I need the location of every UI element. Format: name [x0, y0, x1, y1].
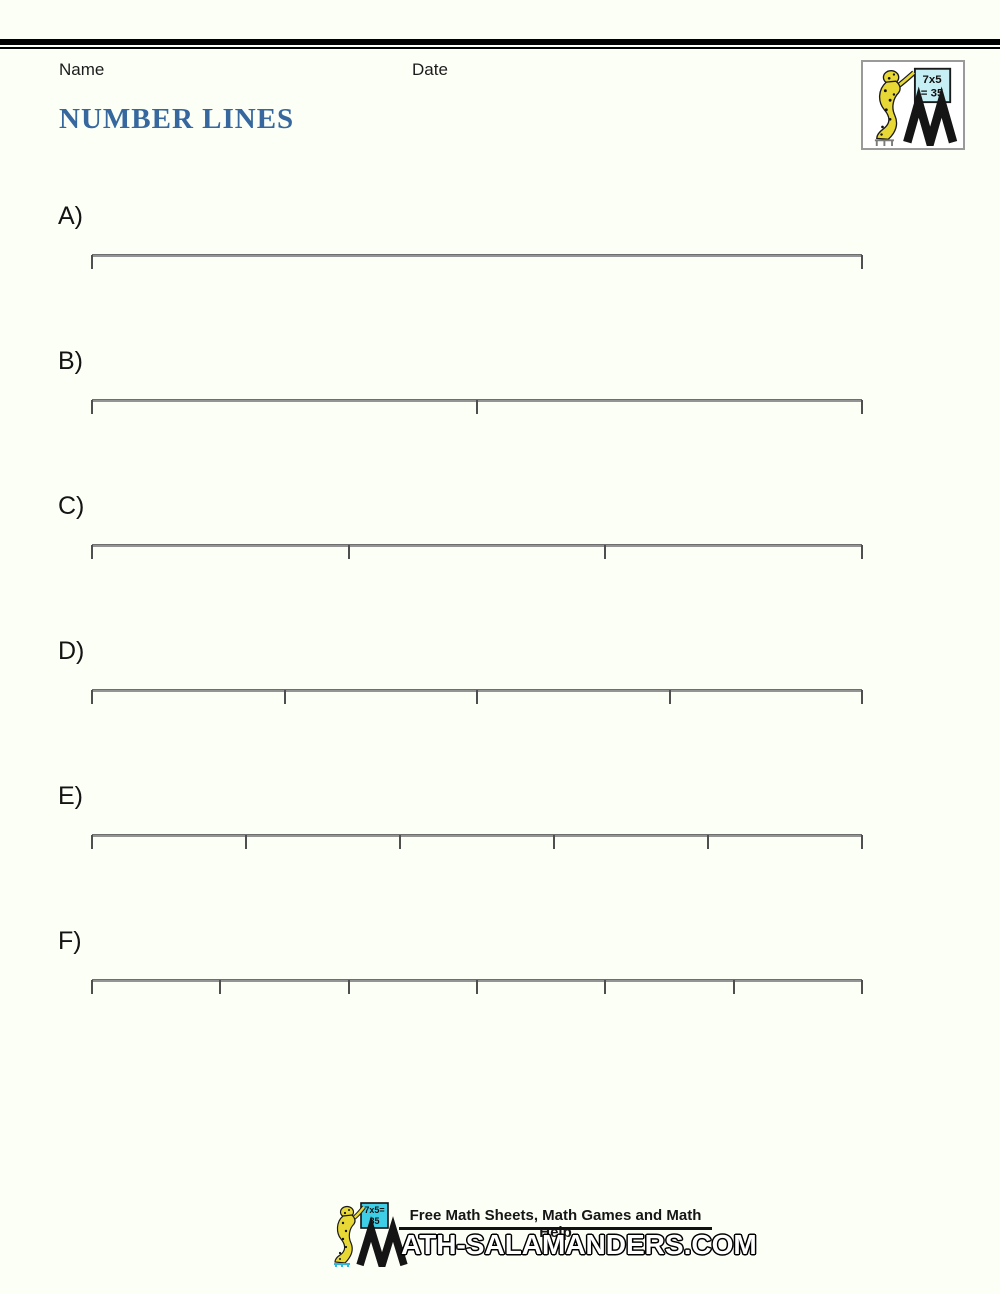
exercise-row: C)	[58, 492, 962, 576]
footer-salamander-logo: 7x5= 35	[334, 1202, 408, 1267]
number-line-tick	[399, 835, 401, 849]
number-line	[91, 544, 863, 561]
number-line-tick	[732, 980, 735, 994]
exercise-label: B)	[58, 347, 83, 375]
footer-board-equation: 7x5=	[364, 1205, 384, 1215]
number-line-tick	[604, 980, 607, 994]
number-line-tick	[861, 835, 863, 849]
footer-salamander-stool	[334, 1263, 350, 1267]
number-line-tick	[91, 255, 93, 269]
number-line-tick	[861, 980, 863, 994]
salamander-body	[876, 80, 901, 141]
number-line-tick	[347, 980, 350, 994]
number-line-tick	[476, 690, 478, 704]
number-line-tick	[347, 545, 350, 559]
exercise-label: D)	[58, 637, 85, 665]
exercise-row: A)	[58, 202, 962, 286]
number-line-tick	[91, 545, 93, 559]
number-line-tick	[476, 400, 478, 414]
number-line-bar	[92, 834, 862, 837]
number-line-tick	[861, 255, 863, 269]
number-line	[91, 689, 863, 706]
exercise-row: B)	[58, 347, 962, 431]
number-line	[91, 254, 863, 271]
logo-board-equation: 7x5	[923, 74, 943, 86]
number-line-tick	[604, 545, 607, 559]
number-line-tick	[861, 690, 863, 704]
logo-m-letter	[903, 86, 958, 146]
footer-divider	[399, 1227, 712, 1230]
number-line	[91, 834, 863, 851]
number-line	[91, 399, 863, 416]
footer-salamander-eye	[348, 1209, 350, 1211]
number-line-tick	[219, 980, 222, 994]
footer-salamander-spots	[338, 1211, 348, 1260]
number-line-tick	[861, 400, 863, 414]
number-line-tick	[91, 980, 93, 994]
footer-brand-text: ATH-SALAMANDERS.COM	[401, 1229, 757, 1260]
number-line-tick	[91, 835, 93, 849]
salamander-spots	[880, 76, 896, 136]
number-line-tick	[861, 545, 863, 559]
exercise-label: A)	[58, 202, 83, 230]
name-label: Name	[59, 60, 105, 79]
number-line-bar	[92, 254, 862, 257]
number-line-bar	[92, 544, 862, 547]
number-line-tick	[245, 835, 247, 849]
footer-m-letter	[356, 1216, 408, 1267]
number-line-tick	[91, 690, 93, 704]
footer-salamander-body	[334, 1214, 356, 1264]
number-line-tick	[707, 835, 709, 849]
number-line-tick	[476, 980, 478, 994]
footer-board	[360, 1202, 389, 1229]
exercise-label: C)	[58, 492, 85, 520]
header-logo-box: 7x5 = 35	[861, 60, 965, 150]
footer-board-result: 35	[369, 1216, 379, 1226]
exercise-label: E)	[58, 782, 83, 810]
exercise-row: D)	[58, 637, 962, 721]
number-line-tick	[668, 690, 671, 704]
exercise-label: F)	[58, 927, 82, 955]
number-line	[91, 979, 863, 996]
number-line-tick	[553, 835, 555, 849]
salamander-logo: 7x5 = 35	[874, 67, 958, 146]
date-label: Date	[412, 60, 448, 79]
logo-board-result: = 35	[921, 87, 944, 99]
salamander-stool	[874, 139, 894, 146]
top-divider-thick	[0, 39, 1000, 45]
page-title: NUMBER LINES	[59, 103, 295, 135]
exercise-row: E)	[58, 782, 962, 866]
salamander-eye	[892, 73, 896, 76]
number-line-tick	[283, 690, 286, 704]
top-divider-thin	[0, 47, 1000, 49]
exercise-row: F)	[58, 927, 962, 1011]
number-line-tick	[91, 400, 93, 414]
